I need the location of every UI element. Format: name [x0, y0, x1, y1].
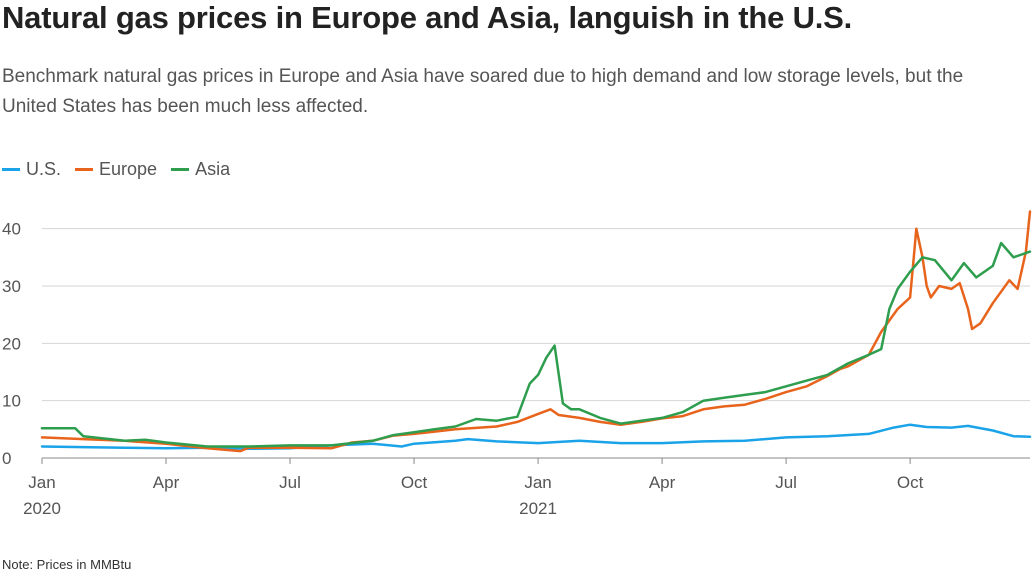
legend-label-us: U.S.	[26, 159, 62, 179]
legend-item-us: U.S.	[2, 159, 61, 180]
legend-swatch-asia	[171, 168, 190, 171]
series-line-europe	[40, 210, 1032, 453]
series-line-asia	[40, 241, 1032, 448]
legend-item-europe: Europe	[75, 159, 157, 180]
y-tick-label-40: 40	[2, 220, 21, 239]
y-tick-label-20: 20	[2, 334, 21, 353]
x-tick-year-0: 2020	[23, 499, 61, 518]
legend-swatch-us	[2, 168, 20, 171]
y-tick-label-0: 0	[2, 449, 11, 468]
x-tick-label-6: Jul	[775, 473, 797, 492]
y-tick-label-10: 10	[2, 392, 21, 411]
legend-label-asia: Asia	[195, 159, 231, 179]
x-tick-label-4: Jan	[524, 473, 551, 492]
x-tick-label-0: Jan	[28, 473, 55, 492]
chart-subtitle: Benchmark natural gas prices in Europe a…	[2, 66, 964, 117]
x-tick-label-7: Oct	[897, 473, 924, 492]
legend: U.S. Europe Asia	[2, 159, 230, 180]
x-tick-label-2: Jul	[279, 473, 301, 492]
x-tick-label-1: Apr	[153, 473, 180, 492]
legend-swatch-europe	[75, 168, 94, 171]
line-chart: 0 10 20 30 40 Jan 2020 Apr Jul Oct Jan 2021 Apr Jul Oc…	[2, 210, 1032, 518]
legend-label-europe: Europe	[99, 159, 158, 179]
x-tick-label-5: Apr	[649, 473, 676, 492]
x-tick-label-3: Oct	[401, 473, 428, 492]
x-tick-year-4: 2021	[519, 499, 557, 518]
chart-note: Note: Prices in MMBtu	[2, 557, 132, 572]
chart-title: Natural gas prices in Europe and Asia, l…	[2, 0, 853, 35]
y-tick-label-30: 30	[2, 277, 21, 296]
legend-item-asia: Asia	[171, 159, 230, 180]
